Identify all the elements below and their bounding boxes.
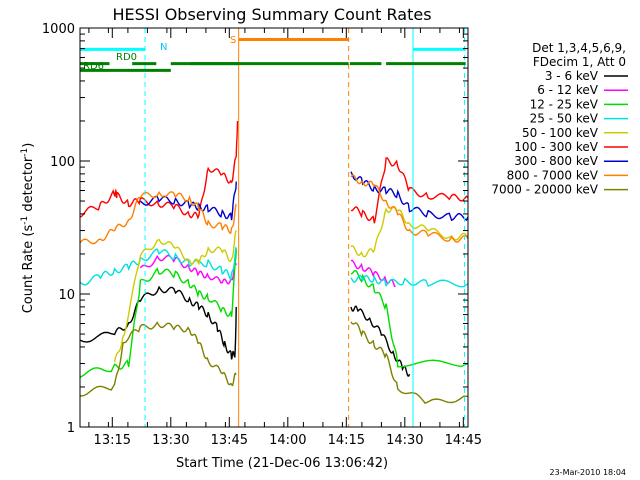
x-axis-label: Start Time (21-Dec-06 13:06:42): [176, 456, 388, 471]
x-tick-label-5: 14:30: [386, 433, 423, 448]
legend-label-0: 3 - 6 keV: [545, 69, 599, 83]
series-line-3-seg-1: [350, 274, 469, 288]
y-axis-label-part3: ): [21, 143, 36, 148]
legend-label-6: 300 - 800 keV: [514, 154, 598, 168]
flag-label-S: S: [230, 35, 236, 46]
y-tick-label-0: 1: [67, 421, 75, 436]
y-axis-label-sup2: -1: [20, 148, 30, 157]
data-series-group: [79, 120, 469, 405]
flag-label-RD0: RD0: [116, 52, 137, 63]
legend-header-line1: Det 1,3,4,5,6,9,: [532, 41, 626, 55]
series-line-7-seg-0: [79, 190, 237, 245]
series-line-4-seg-1: [350, 206, 469, 258]
legend: Det 1,3,4,5,6,9, FDecim 1, Att 0 3 - 6 k…: [491, 41, 628, 197]
flag-bars: N S RD0 RD6: [80, 35, 466, 72]
footer-timestamp: 23-Mar-2010 18:04: [550, 468, 627, 477]
legend-label-2: 12 - 25 keV: [530, 97, 599, 111]
series-line-4-seg-0: [113, 230, 237, 362]
chart-title: HESSI Observing Summary Count Rates: [112, 5, 431, 24]
x-tick-label-2: 13:45: [211, 433, 248, 448]
x-tick-label-3: 14:00: [269, 433, 306, 448]
plot-frame: [79, 27, 469, 428]
legend-label-7: 800 - 7000 keV: [507, 168, 599, 182]
y-tick-label-1: 10: [58, 288, 75, 303]
x-tick-label-6: 14:45: [445, 433, 482, 448]
series-line-0-seg-0: [79, 285, 237, 360]
y-axis-label-sup1: -1: [20, 216, 30, 225]
y-axis-label-part1: Count Rate (s: [21, 225, 36, 314]
series-line-2-seg-1: [350, 269, 469, 368]
series-line-7-seg-1: [350, 174, 469, 243]
flag-vertical-lines: [79, 28, 465, 427]
series-line-6-seg-1: [350, 171, 469, 222]
x-axis: 13:15 13:30 13:45 14:00 14:15 14:30 14:45: [88, 28, 482, 448]
series-line-5-seg-1: [350, 157, 469, 224]
legend-header-line2: FDecim 1, Att 0: [533, 55, 626, 69]
legend-label-4: 50 - 100 keV: [522, 126, 599, 140]
y-axis-label: Count Rate (s-1 detector-1): [20, 143, 36, 314]
legend-label-5: 100 - 300 keV: [514, 140, 598, 154]
series-line-1-seg-0: [139, 254, 237, 285]
y-axis-label-part2: detector: [21, 156, 36, 216]
series-line-8-seg-0: [79, 321, 237, 397]
series-line-3-seg-0: [79, 246, 237, 286]
y-tick-label-2: 100: [50, 155, 75, 170]
series-line-8-seg-1: [350, 321, 469, 405]
y-axis: 1 10 100 1000: [42, 22, 468, 436]
flag-label-RD6: RD6: [83, 61, 104, 72]
x-tick-label-4: 14:15: [328, 433, 365, 448]
series-line-2-seg-0: [79, 248, 237, 378]
series-line-0-seg-1: [350, 305, 411, 377]
x-tick-label-1: 13:30: [152, 433, 189, 448]
legend-label-8: 7000 - 20000 keV: [491, 183, 598, 197]
x-tick-label-0: 13:15: [94, 433, 131, 448]
flag-label-N: N: [160, 42, 167, 53]
legend-label-1: 6 - 12 keV: [537, 83, 599, 97]
y-tick-label-3: 1000: [42, 22, 75, 37]
series-line-5-seg-0: [79, 120, 239, 220]
legend-label-3: 25 - 50 keV: [530, 112, 599, 126]
